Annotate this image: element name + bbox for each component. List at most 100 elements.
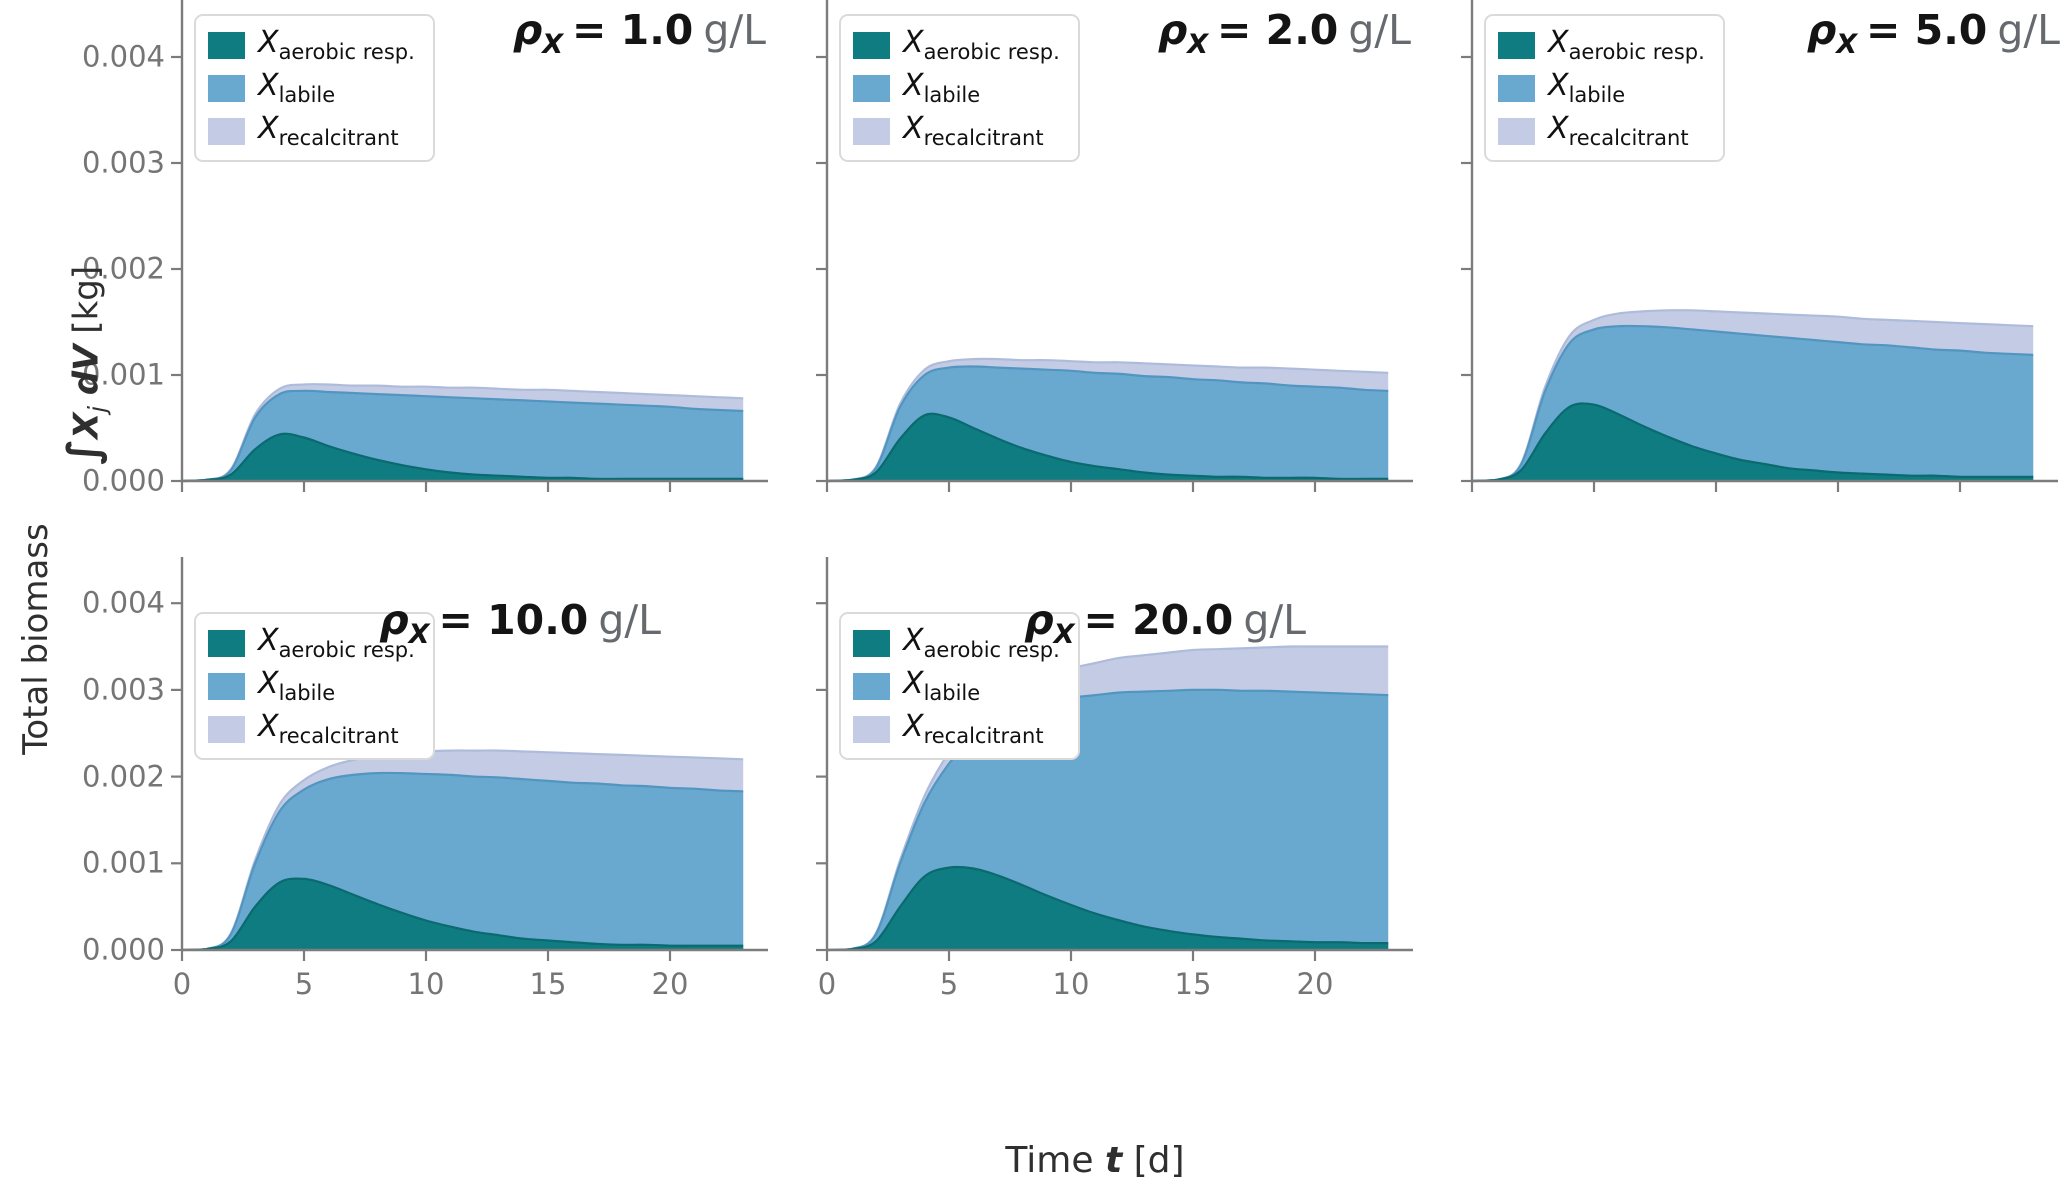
rho-unit: g/L [703, 6, 766, 54]
x-tick-label: 15 [1174, 967, 1212, 1001]
legend: Xaerobic resp. Xlabile Xrecalcitrant [839, 612, 1080, 761]
rho-subscript: X [542, 29, 564, 61]
legend-item: Xlabile [208, 70, 415, 106]
legend-swatch-icon [853, 74, 890, 102]
area-edge-X_recalcitrant [826, 645, 1389, 952]
x-tick-label: 20 [651, 967, 689, 1001]
legend-label: Xaerobic resp. [903, 25, 1060, 64]
legend-label: Xaerobic resp. [903, 623, 1060, 662]
legend-item: Xrecalcitrant [853, 711, 1060, 747]
y-math-var: X [66, 412, 107, 439]
panel-title-rho-1: ρX = 1.0 g/L [182, 10, 766, 61]
area-edge-X_aerobic resp. [181, 432, 744, 483]
y-math-unit: [kg] [66, 265, 107, 334]
legend-label: Xrecalcitrant [258, 709, 399, 749]
x-tick-label: 20 [1296, 967, 1334, 1001]
rho-unit: g/L [1348, 6, 1411, 54]
legend: Xaerobic resp. Xlabile Xrecalcitrant [839, 14, 1080, 163]
y-axis-label-text: Total biomass [16, 489, 56, 789]
legend-item: Xlabile [853, 668, 1060, 704]
area-X_aerobic resp. [182, 878, 744, 950]
area-X_aerobic resp. [827, 866, 1389, 950]
y-tick-label: 0.003 [81, 672, 165, 707]
y-tick-label: 0.000 [81, 463, 165, 498]
y-axis-label-math: ∫Xj dV [kg] [60, 200, 112, 530]
panel-2 [1461, 0, 2058, 492]
panel-title-rho-20: ρX = 20.0 g/L [827, 600, 1306, 651]
x-tick-label: 5 [294, 967, 314, 1001]
legend-swatch-icon [853, 629, 890, 657]
legend-label: Xlabile [258, 666, 336, 706]
y-tick-label: 0.004 [81, 39, 165, 74]
area-edge-X_aerobic resp. [826, 865, 1389, 952]
rho-symbol: ρ [379, 596, 409, 644]
legend-swatch-icon [1498, 117, 1535, 145]
legend-swatch-icon [853, 715, 890, 743]
rho-subscript: X [408, 619, 430, 651]
rho-subscript: X [1053, 619, 1075, 651]
area-edge-X_aerobic resp. [826, 412, 1389, 483]
y-tick-label: 0.003 [81, 145, 165, 180]
area-edge-X_labile [1471, 324, 2034, 483]
rho-value: = 10.0 [438, 596, 589, 644]
legend-item: Xaerobic resp. [853, 625, 1060, 661]
area-X_aerobic resp. [827, 413, 1389, 481]
legend-label: Xaerobic resp. [1548, 25, 1705, 64]
area-edge-X_recalcitrant [181, 749, 744, 952]
legend: Xaerobic resp. Xlabile Xrecalcitrant [194, 14, 435, 163]
x-axis-label: Time t [d] [1005, 1140, 1184, 1181]
area-edge-X_recalcitrant [181, 383, 744, 483]
legend-label: Xlabile [903, 68, 981, 108]
legend-swatch-icon [208, 31, 245, 59]
panel-1 [816, 0, 1413, 492]
y-math-dv: dV [66, 344, 107, 396]
legend-label: Xlabile [903, 666, 981, 706]
rho-value: = 1.0 [572, 6, 694, 54]
legend-item: Xaerobic resp. [1498, 27, 1705, 63]
area-edge-X_labile [181, 771, 744, 952]
rho-value: = 5.0 [1866, 6, 1988, 54]
x-tick-label: 5 [939, 967, 959, 1001]
y-tick-label: 0.001 [81, 845, 165, 880]
rho-unit: g/L [1243, 596, 1306, 644]
legend-label: Xrecalcitrant [903, 709, 1044, 749]
legend-swatch-icon [1498, 31, 1535, 59]
legend-label: Xaerobic resp. [258, 623, 415, 662]
y-axis-label-line1: Total biomass [16, 523, 56, 755]
legend-swatch-icon [853, 117, 890, 145]
legend-item: Xlabile [208, 668, 415, 704]
legend-label: Xrecalcitrant [258, 111, 399, 151]
y-tick-label: 0.000 [81, 932, 165, 967]
legend-item: Xrecalcitrant [208, 711, 415, 747]
legend-item: Xaerobic resp. [208, 625, 415, 661]
rho-symbol: ρ [1157, 6, 1188, 54]
legend-item: Xaerobic resp. [853, 27, 1060, 63]
y-tick-label: 0.001 [81, 357, 165, 392]
area-edge-X_recalcitrant [826, 357, 1389, 483]
legend-swatch-icon [208, 672, 245, 700]
y-math-sub: j [83, 405, 112, 413]
x-tick-label: 10 [1052, 967, 1090, 1001]
x-tick-label: 10 [407, 967, 445, 1001]
rho-symbol: ρ [512, 6, 543, 54]
rho-value: = 2.0 [1217, 6, 1339, 54]
legend-label: Xaerobic resp. [258, 25, 415, 64]
legend-swatch-icon [208, 629, 245, 657]
legend-swatch-icon [208, 715, 245, 743]
legend-label: Xlabile [1548, 68, 1626, 108]
legend-item: Xrecalcitrant [208, 113, 415, 149]
legend: Xaerobic resp. Xlabile Xrecalcitrant [194, 612, 435, 761]
legend-swatch-icon [208, 74, 245, 102]
x-tick-label: 0 [172, 967, 192, 1001]
legend: Xaerobic resp. Xlabile Xrecalcitrant [1484, 14, 1725, 163]
integral-symbol: ∫ [59, 438, 109, 465]
panel-0 [171, 0, 768, 492]
panel-title-rho-10: ρX = 10.0 g/L [182, 600, 661, 651]
legend-label: Xlabile [258, 68, 336, 108]
area-X_aerobic resp. [1472, 403, 2034, 481]
legend-label: Xrecalcitrant [903, 111, 1044, 151]
y-tick-label: 0.002 [81, 759, 165, 794]
y-tick-label: 0.002 [81, 251, 165, 286]
x-axis-label-var: t [1104, 1140, 1123, 1181]
